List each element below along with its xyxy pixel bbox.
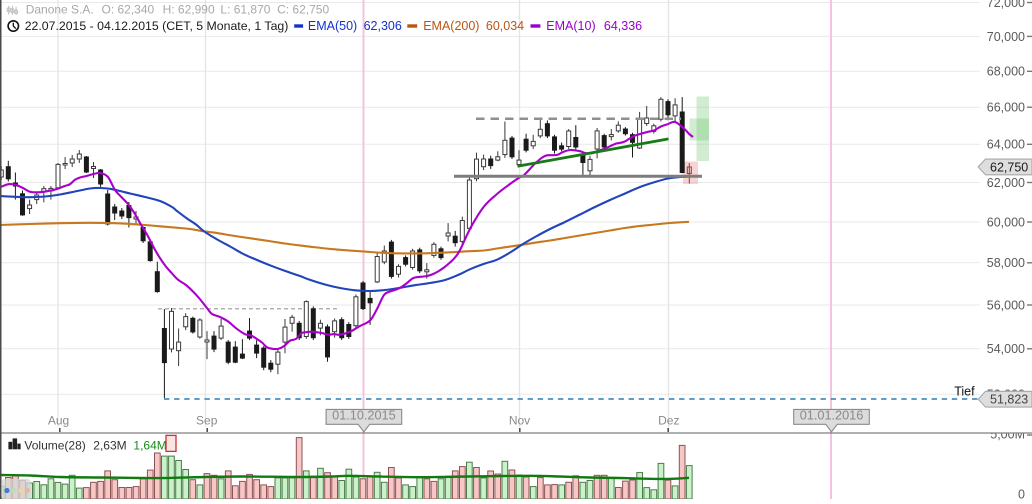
svg-text:Nov: Nov: [509, 413, 530, 427]
svg-text:54,000: 54,000: [987, 342, 1025, 356]
svg-text:70,000: 70,000: [987, 30, 1025, 44]
svg-text:22.07.2015 - 04.12.2015 (CET,: 22.07.2015 - 04.12.2015 (CET, 5 Monate, …: [25, 19, 289, 33]
svg-text:62,000: 62,000: [987, 176, 1025, 190]
svg-text:01.01.2016: 01.01.2016: [800, 409, 864, 423]
svg-text:72,000: 72,000: [987, 0, 1025, 10]
svg-text:64,336: 64,336: [604, 19, 642, 33]
svg-text:0: 0: [1018, 488, 1025, 500]
svg-text:60,000: 60,000: [987, 215, 1025, 229]
svg-text:1,64M: 1,64M: [133, 439, 166, 453]
svg-text:Aug: Aug: [48, 413, 69, 427]
svg-text:68,000: 68,000: [987, 65, 1025, 79]
svg-text:EMA(200): EMA(200): [423, 19, 479, 33]
svg-text:Tief: Tief: [954, 384, 975, 398]
svg-text:L: 61,870: L: 61,870: [220, 3, 270, 17]
svg-text:2,63M: 2,63M: [93, 439, 126, 453]
svg-text:Danone S.A.: Danone S.A.: [26, 3, 94, 17]
svg-text:H: 62,990: H: 62,990: [163, 3, 215, 17]
svg-text:62,306: 62,306: [364, 19, 402, 33]
svg-text:Sep: Sep: [196, 413, 218, 427]
svg-text:62,750: 62,750: [990, 160, 1028, 174]
svg-text:O: 62,340: O: 62,340: [102, 3, 155, 17]
svg-text:C: 62,750: C: 62,750: [277, 3, 329, 17]
svg-text:Dez: Dez: [658, 413, 679, 427]
svg-text:56,000: 56,000: [987, 298, 1025, 312]
svg-text:EMA(10): EMA(10): [546, 19, 595, 33]
svg-text:66,000: 66,000: [987, 101, 1025, 115]
svg-text:EMA(50): EMA(50): [308, 19, 357, 33]
svg-text:60,034: 60,034: [486, 19, 524, 33]
svg-text:64,000: 64,000: [987, 138, 1025, 152]
svg-text:01.10.2015: 01.10.2015: [332, 409, 396, 423]
svg-text:51,823: 51,823: [990, 393, 1028, 407]
svg-text:58,000: 58,000: [987, 256, 1025, 270]
svg-text:5,00M: 5,00M: [990, 427, 1025, 441]
svg-text:Volume(28): Volume(28): [24, 439, 85, 453]
